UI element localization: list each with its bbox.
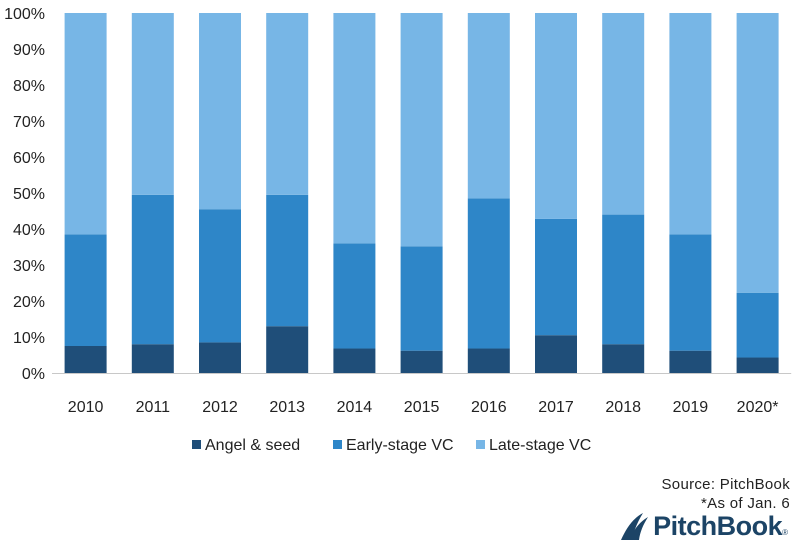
bar-segment-angel-seed-2018 bbox=[602, 344, 645, 373]
bar-segment-early-stage-vc-2015 bbox=[400, 246, 443, 351]
y-tick-label: 20% bbox=[13, 294, 45, 311]
pitchbook-logo: PitchBook ® bbox=[617, 509, 788, 543]
x-tick-label: 2018 bbox=[605, 399, 641, 416]
x-tick-label: 2010 bbox=[68, 399, 104, 416]
footnote-text: *As of Jan. 6 bbox=[701, 495, 790, 512]
x-tick-label: 2020* bbox=[737, 399, 779, 416]
y-tick-label: 30% bbox=[13, 258, 45, 275]
y-tick-label: 70% bbox=[13, 114, 45, 131]
bar-segment-early-stage-vc-2010 bbox=[64, 234, 107, 346]
bar-segment-angel-seed-2015 bbox=[400, 350, 443, 373]
bar-segment-late-stage-vc-2016 bbox=[467, 13, 510, 199]
x-tick-label: 2016 bbox=[471, 399, 507, 416]
x-tick-label: 2013 bbox=[269, 399, 305, 416]
bar-segment-late-stage-vc-2020 bbox=[736, 13, 779, 293]
legend-swatch bbox=[333, 440, 342, 449]
x-tick-label: 2011 bbox=[136, 399, 171, 416]
y-tick-label: 60% bbox=[13, 150, 45, 167]
bar-segment-late-stage-vc-2010 bbox=[64, 13, 107, 235]
bar-segment-angel-seed-2016 bbox=[467, 348, 510, 373]
y-tick-label: 100% bbox=[4, 6, 45, 23]
bar-segment-early-stage-vc-2018 bbox=[602, 214, 645, 345]
legend-label: Late-stage VC bbox=[489, 437, 591, 454]
bar-segment-late-stage-vc-2017 bbox=[535, 13, 577, 219]
registered-mark: ® bbox=[782, 528, 788, 537]
source-text: Source: PitchBook bbox=[661, 476, 790, 493]
bar-segment-angel-seed-2019 bbox=[669, 350, 712, 373]
x-tick-label: 2017 bbox=[538, 399, 574, 416]
x-tick-label: 2014 bbox=[337, 399, 373, 416]
y-tick-label: 90% bbox=[13, 42, 45, 59]
bar-segment-late-stage-vc-2014 bbox=[333, 13, 376, 244]
bar-segment-angel-seed-2012 bbox=[199, 342, 241, 373]
bar-segment-angel-seed-2013 bbox=[266, 326, 309, 373]
x-tick-label: 2015 bbox=[404, 399, 440, 416]
y-axis: 0% 10% 20% 30% 40% 50% 60% 70% 80% 90% 100% bbox=[4, 6, 45, 383]
bar-segment-late-stage-vc-2012 bbox=[199, 13, 241, 210]
stacked-bar-chart: 0%10%20%30%40%50%60%70%80%90%100% 2010 20… bbox=[4, 6, 792, 454]
bar-segment-late-stage-vc-2018 bbox=[602, 13, 645, 215]
bar-segment-angel-seed-2020 bbox=[736, 357, 779, 373]
bar-segment-angel-seed-2011 bbox=[131, 344, 174, 373]
x-tick-label: 2012 bbox=[202, 399, 238, 416]
x-axis: 2010 2011 2012 2013 2014 2015 2016 2017 2018 2019… bbox=[68, 399, 779, 416]
y-tick-label: 10% bbox=[13, 330, 45, 347]
bar-segment-early-stage-vc-2017 bbox=[535, 218, 577, 336]
bars bbox=[64, 13, 779, 373]
x-tick-label: 2019 bbox=[673, 399, 709, 416]
bar-segment-early-stage-vc-2019 bbox=[669, 234, 712, 351]
y-tick-label: 50% bbox=[13, 186, 45, 203]
pitchbook-logo-mark-icon bbox=[621, 513, 649, 540]
bar-segment-late-stage-vc-2015 bbox=[400, 13, 443, 247]
bar-segment-late-stage-vc-2019 bbox=[669, 13, 712, 235]
bar-segment-early-stage-vc-2016 bbox=[467, 198, 510, 349]
bar-segment-early-stage-vc-2013 bbox=[266, 194, 309, 327]
legend-swatch bbox=[192, 440, 201, 449]
pitchbook-logo-text: PitchBook bbox=[653, 510, 783, 541]
legend-swatch bbox=[476, 440, 485, 449]
bar-segment-angel-seed-2010 bbox=[64, 346, 107, 373]
bar-segment-early-stage-vc-2011 bbox=[131, 194, 174, 345]
y-tick-label: 40% bbox=[13, 222, 45, 239]
bar-segment-late-stage-vc-2013 bbox=[266, 13, 309, 195]
legend-label: Angel & seed bbox=[205, 437, 300, 454]
bar-segment-early-stage-vc-2014 bbox=[333, 243, 376, 349]
bar-segment-early-stage-vc-2012 bbox=[199, 209, 241, 343]
y-tick-label: 80% bbox=[13, 78, 45, 95]
legend: Angel & seed Early-stage VC Late-stage VC bbox=[192, 437, 591, 454]
legend-label: Early-stage VC bbox=[346, 437, 454, 454]
bar-segment-angel-seed-2014 bbox=[333, 348, 376, 373]
bar-segment-early-stage-vc-2020 bbox=[736, 292, 779, 358]
bar-segment-late-stage-vc-2011 bbox=[131, 13, 174, 195]
bar-segment-angel-seed-2017 bbox=[535, 335, 577, 373]
y-tick-label: 0% bbox=[22, 366, 45, 383]
